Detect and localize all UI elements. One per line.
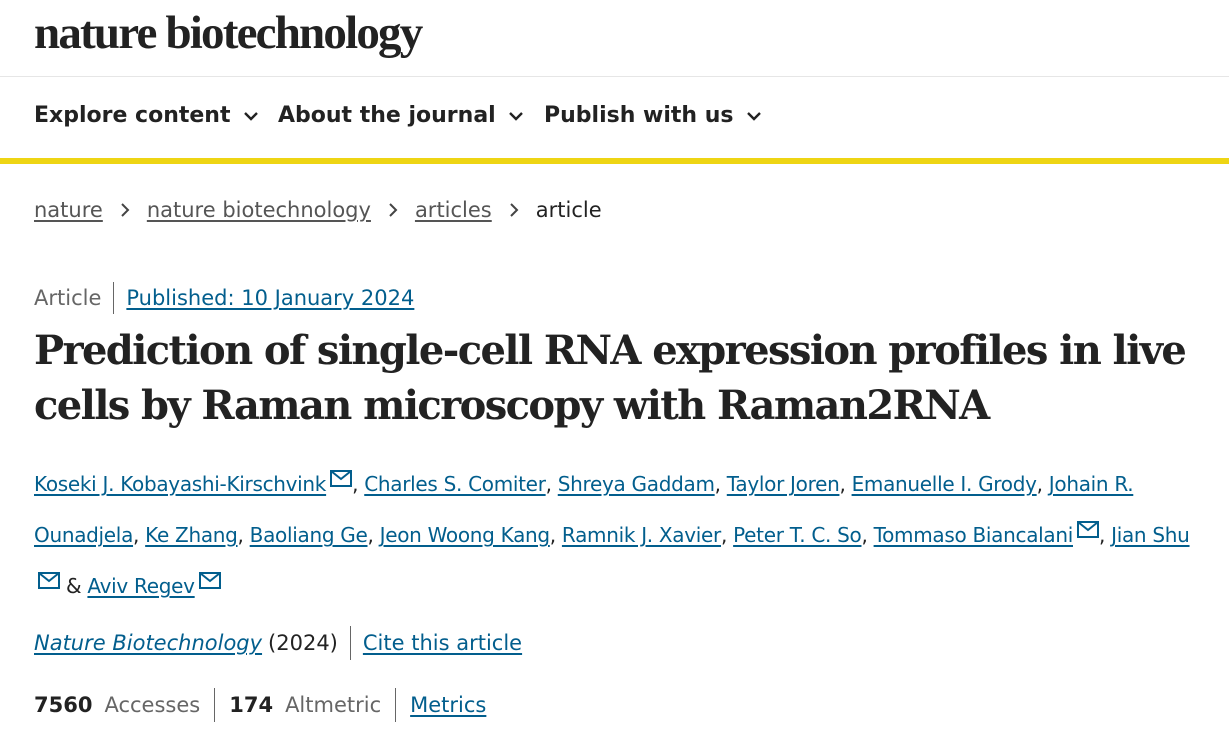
publication-year: (2024) — [268, 626, 351, 660]
author-link[interactable]: Ramnik J. Xavier — [561, 523, 721, 547]
main-nav: Explore content About the journal Publis… — [0, 77, 1229, 158]
nav-explore-content[interactable]: Explore content — [34, 103, 259, 128]
site-logo[interactable]: nature biotechnology — [34, 7, 423, 59]
author-separator: , — [720, 523, 734, 547]
article-type: Article — [34, 282, 115, 314]
metrics-link[interactable]: Metrics — [410, 693, 487, 717]
author-link[interactable]: Peter T. C. So — [733, 523, 862, 547]
published-date-link[interactable]: Published: 10 January 2024 — [126, 286, 415, 310]
nav-item-label: Explore content — [34, 103, 231, 128]
author-separator: , — [714, 472, 727, 496]
author-link[interactable]: Koseki J. Kobayashi-Kirschvink — [34, 472, 327, 496]
chevron-right-icon — [510, 203, 519, 217]
author-link[interactable]: Emanuelle I. Grody — [851, 472, 1037, 496]
article-title: Prediction of single-cell RNA expression… — [34, 327, 1187, 429]
breadcrumb-link-nature[interactable]: nature — [34, 198, 103, 222]
mail-icon[interactable] — [1077, 508, 1099, 538]
accesses-metric: 7560 Accesses — [34, 688, 216, 722]
author-link[interactable]: Charles S. Comiter — [364, 472, 546, 496]
author-list: Koseki J. Kobayashi-Kirschvink, Charles … — [34, 457, 1204, 610]
altmetric-metric: 174 Altmetric — [229, 688, 397, 722]
article-meta: Article Published: 10 January 2024 — [34, 282, 414, 314]
nav-publish-with-us[interactable]: Publish with us — [544, 103, 762, 128]
author-separator: , — [1036, 472, 1049, 496]
accent-bar — [0, 158, 1229, 164]
metrics-link-wrapper: Metrics — [410, 688, 486, 722]
author-separator: , — [237, 523, 250, 547]
author-separator: , — [1099, 523, 1112, 547]
author-separator: , — [352, 472, 365, 496]
altmetric-label: Altmetric — [285, 693, 382, 717]
author-link[interactable]: Aviv Regev — [87, 574, 195, 598]
journal-link[interactable]: Nature Biotechnology — [34, 631, 263, 655]
mail-icon[interactable] — [198, 559, 221, 589]
accesses-count: 7560 — [34, 693, 93, 717]
breadcrumb-link-articles[interactable]: articles — [414, 198, 492, 222]
breadcrumb: nature nature biotechnology articles art… — [34, 198, 602, 222]
mail-icon[interactable] — [38, 559, 60, 589]
journal-info: Nature Biotechnology (2024) Cite this ar… — [34, 626, 522, 660]
chevron-down-icon — [508, 111, 523, 121]
nav-item-label: About the journal — [278, 103, 496, 128]
author-separator: , — [133, 523, 146, 547]
author-separator: , — [545, 472, 558, 496]
author-link[interactable]: Jian Shu — [1111, 523, 1190, 547]
author-separator: , — [549, 523, 562, 547]
author-link[interactable]: Jeon Woong Kang — [379, 523, 550, 547]
site-header: nature biotechnology — [0, 0, 1229, 77]
chevron-down-icon — [746, 111, 761, 121]
breadcrumb-current: article — [535, 198, 602, 222]
author-separator: , — [861, 523, 874, 547]
chevron-right-icon — [121, 203, 130, 217]
chevron-right-icon — [389, 203, 398, 217]
nav-item-label: Publish with us — [544, 103, 734, 128]
chevron-down-icon — [243, 111, 258, 121]
cite-this-article-link[interactable]: Cite this article — [362, 631, 523, 655]
author-link[interactable]: Shreya Gaddam — [557, 472, 715, 496]
breadcrumb-link-nature-biotechnology[interactable]: nature biotechnology — [146, 198, 371, 222]
author-link[interactable]: Ke Zhang — [145, 523, 238, 547]
author-link[interactable]: Johain R. Ounadjela — [34, 472, 1134, 547]
nav-about-the-journal[interactable]: About the journal — [278, 103, 524, 128]
author-separator-last: & — [60, 574, 88, 598]
author-link[interactable]: Taylor Joren — [726, 472, 840, 496]
mail-icon[interactable] — [330, 457, 353, 487]
accesses-label: Accesses — [104, 693, 201, 717]
article-metrics: 7560 Accesses 174 Altmetric Metrics — [34, 688, 486, 722]
author-separator: , — [367, 523, 380, 547]
author-link[interactable]: Baoliang Ge — [249, 523, 368, 547]
author-separator: , — [839, 472, 852, 496]
altmetric-score: 174 — [229, 693, 274, 717]
author-link[interactable]: Tommaso Biancalani — [873, 523, 1074, 547]
